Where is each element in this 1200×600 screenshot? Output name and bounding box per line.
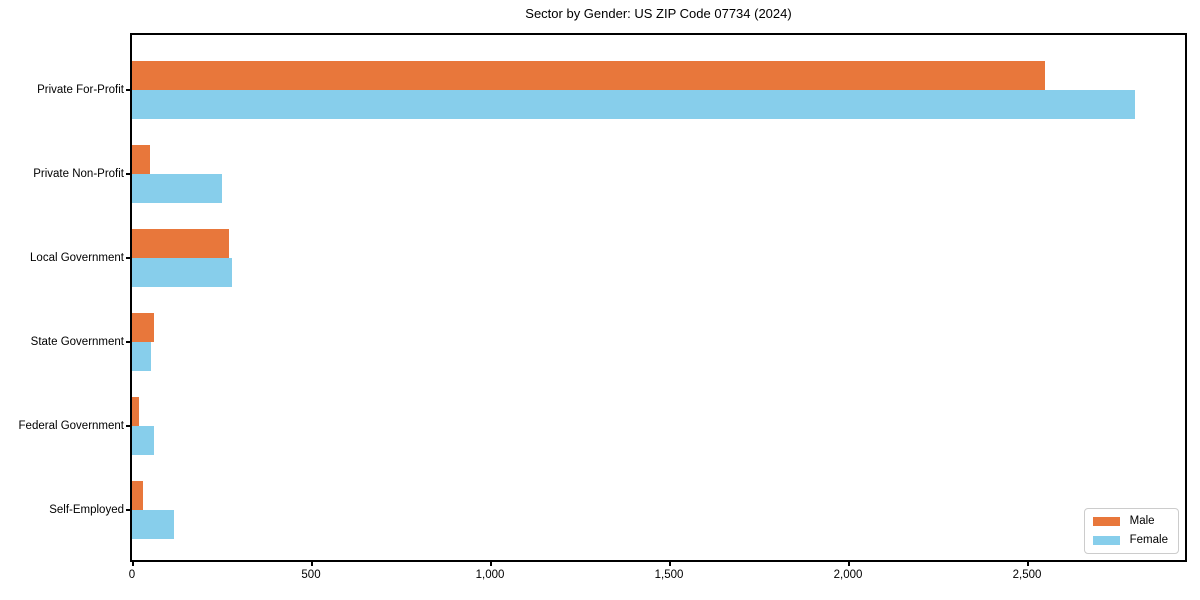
bar-male (132, 397, 139, 426)
bar-male (132, 61, 1045, 90)
y-tick-mark (126, 425, 130, 427)
y-axis-label: Private For-Profit (37, 84, 124, 96)
x-tick-label: 500 (301, 569, 321, 581)
bar-male (132, 229, 229, 258)
x-tick-label: 1,000 (475, 569, 505, 581)
y-tick-mark (126, 89, 130, 91)
legend-swatch-male-icon (1092, 517, 1120, 526)
y-tick-mark (126, 341, 130, 343)
y-axis-labels: Private For-Profit Private Non-Profit Loca… (0, 0, 124, 600)
bar-male (132, 313, 154, 342)
legend: Male Female (1083, 508, 1179, 554)
y-tick-mark (126, 173, 130, 175)
y-axis-label: State Government (30, 336, 124, 348)
y-tick-mark (126, 509, 130, 511)
plot-area: Male Female (130, 33, 1187, 562)
x-tick-label: 2,500 (1012, 569, 1042, 581)
x-tick-label: 0 (128, 569, 136, 581)
x-tick-mark (132, 562, 134, 566)
y-axis-label: Local Government (30, 252, 124, 264)
x-tick-label: 1,500 (654, 569, 684, 581)
y-axis-label: Federal Government (18, 420, 124, 432)
y-tick-mark (126, 257, 130, 259)
legend-label-male: Male (1129, 515, 1155, 527)
y-axis-label: Private Non-Profit (33, 168, 124, 180)
bar-male (132, 481, 143, 510)
bar-female (132, 342, 151, 371)
x-tick-mark (311, 562, 313, 566)
bar-female (132, 258, 232, 287)
legend-swatch-female-icon (1092, 536, 1120, 545)
y-axis-label: Self-Employed (49, 504, 124, 516)
x-tick-mark (1027, 562, 1029, 566)
bar-male (132, 145, 150, 174)
x-tick-label: 2,000 (833, 569, 863, 581)
x-axis: 0 500 1,000 1,500 2,000 2,500 (129, 562, 1185, 588)
legend-item-male: Male (1092, 515, 1168, 528)
bar-female (132, 510, 174, 539)
chart-title: Sector by Gender: US ZIP Code 07734 (202… (525, 6, 792, 21)
legend-item-female: Female (1092, 534, 1168, 547)
x-tick-mark (848, 562, 850, 566)
legend-label-female: Female (1129, 534, 1168, 546)
bar-female (132, 426, 154, 455)
bar-female (132, 90, 1135, 119)
x-tick-mark (669, 562, 671, 566)
x-tick-mark (490, 562, 492, 566)
bar-female (132, 174, 222, 203)
